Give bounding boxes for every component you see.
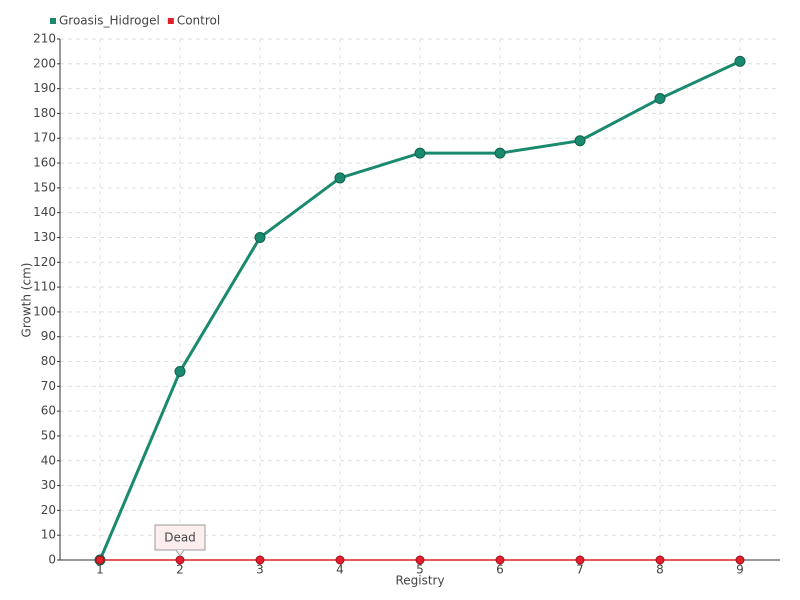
y-tick-label: 120 [33, 255, 56, 269]
y-tick-label: 160 [33, 156, 56, 170]
data-point [655, 555, 665, 565]
x-tick-label: 4 [336, 563, 344, 577]
y-tick-label: 10 [41, 528, 56, 542]
x-tick-label: 1 [96, 563, 104, 577]
data-point [414, 147, 426, 159]
legend-swatch [167, 18, 174, 24]
y-tick-label: 140 [33, 205, 56, 219]
y-tick-label: 80 [41, 354, 56, 368]
y-tick-label: 90 [41, 329, 56, 343]
y-tick-label: 30 [41, 478, 56, 492]
data-point [174, 365, 186, 377]
y-tick-label: 170 [33, 131, 56, 145]
y-tick-label: 100 [33, 304, 56, 318]
data-point [575, 555, 585, 565]
x-tick-label: 9 [736, 563, 744, 577]
annotation-text: Dead [164, 531, 196, 545]
y-tick-label: 190 [33, 81, 56, 95]
y-tick-label: 210 [33, 32, 56, 46]
y-tick-label: 40 [41, 453, 56, 467]
y-tick-label: 110 [33, 280, 56, 294]
y-tick-label: 130 [33, 230, 56, 244]
y-axis-label: Growth (cm) [20, 263, 34, 338]
data-point [415, 555, 425, 565]
x-tick-label: 7 [576, 563, 584, 577]
y-tick-label: 0 [48, 553, 56, 567]
y-tick-label: 50 [41, 428, 56, 442]
y-tick-label: 20 [41, 503, 56, 517]
annotation-pointer [175, 549, 185, 557]
y-tick-label: 60 [41, 404, 56, 418]
data-point [255, 555, 265, 565]
data-point [175, 555, 185, 565]
x-tick-label: 8 [656, 563, 664, 577]
x-tick-label: 6 [496, 563, 504, 577]
x-tick-label: 2 [176, 563, 184, 577]
data-point [654, 93, 666, 105]
y-tick-label: 200 [33, 56, 56, 70]
x-tick-label: 5 [416, 563, 424, 577]
data-point [735, 555, 745, 565]
data-point [494, 147, 506, 159]
annotation: Dead [154, 524, 206, 557]
legend-swatch [50, 18, 56, 24]
legend-label: Groasis_Hidrogel [59, 14, 160, 28]
legend-label: Control [177, 14, 220, 28]
y-tick-label: 70 [41, 379, 56, 393]
annotation-box [154, 524, 206, 551]
y-tick-label: 150 [33, 180, 56, 194]
data-point [95, 555, 105, 565]
data-point [334, 172, 346, 184]
data-point [734, 55, 746, 67]
data-point [574, 135, 586, 147]
y-tick-label: 180 [33, 106, 56, 120]
data-point [254, 231, 266, 243]
data-point [495, 555, 505, 565]
data-point [335, 555, 345, 565]
x-tick-label: 3 [256, 563, 264, 577]
x-axis-label: Registry [395, 574, 444, 588]
